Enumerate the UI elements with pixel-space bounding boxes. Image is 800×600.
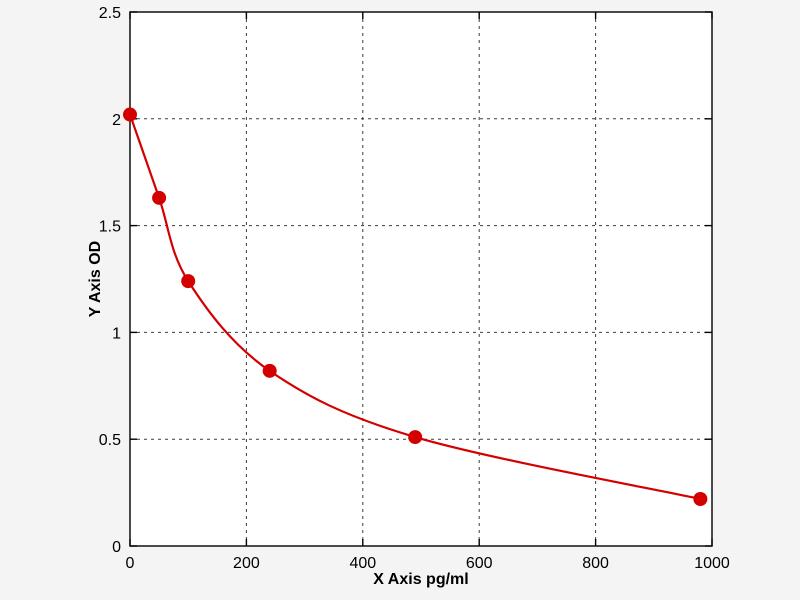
y-tick-label: 2 bbox=[112, 112, 121, 129]
y-tick-label: 0 bbox=[112, 539, 121, 556]
data-point-marker bbox=[181, 274, 196, 289]
chart-generated-layer: 0 200 400 600 800 1000 0 0.5 1 1.5 2 2.5 bbox=[99, 5, 730, 572]
y-tick-label: 2.5 bbox=[99, 5, 121, 22]
x-tick-label: 0 bbox=[126, 555, 135, 572]
y-tick-label: 1.5 bbox=[99, 219, 121, 236]
plot-frame bbox=[129, 11, 713, 547]
data-point-marker bbox=[262, 363, 277, 378]
x-tick-label: 400 bbox=[349, 555, 376, 572]
x-tick-label: 200 bbox=[233, 555, 260, 572]
x-tick-label: 1000 bbox=[694, 555, 730, 572]
y-axis-label: Y Axis OD bbox=[87, 241, 104, 317]
data-point-marker bbox=[693, 492, 708, 507]
x-tick-label: 600 bbox=[466, 555, 493, 572]
x-tick-label: 800 bbox=[582, 555, 609, 572]
x-axis-label: X Axis pg/ml bbox=[373, 571, 468, 588]
data-point-marker bbox=[152, 190, 167, 205]
plot-area bbox=[130, 12, 712, 546]
y-tick-label: 1 bbox=[112, 325, 121, 342]
y-tick-label: 0.5 bbox=[99, 432, 121, 449]
data-point-marker bbox=[123, 107, 137, 122]
data-point-marker bbox=[408, 430, 423, 445]
